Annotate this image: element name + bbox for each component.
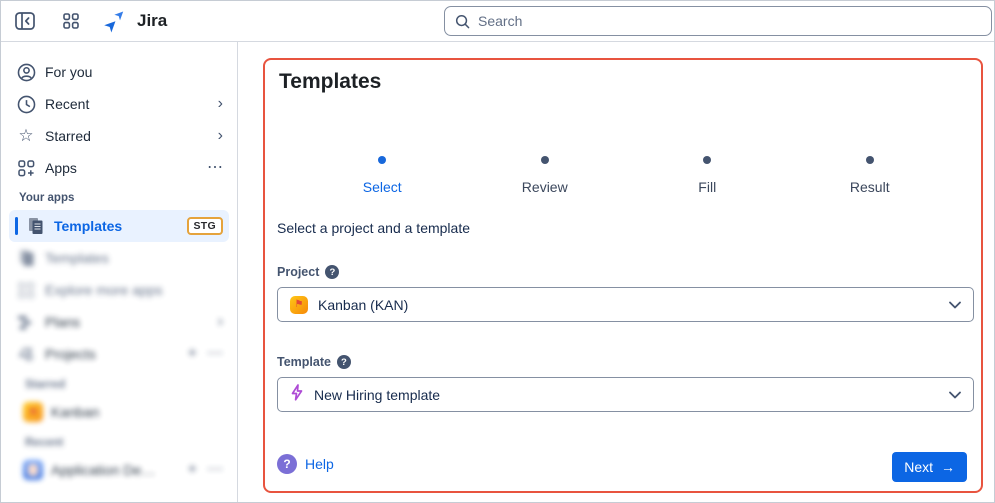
active-indicator-bar xyxy=(15,217,18,235)
flag-glyph: ⚑ xyxy=(28,406,38,419)
app-name: Jira xyxy=(137,11,168,30)
step-review[interactable]: Review xyxy=(464,156,627,195)
project-select-value: Kanban (KAN) xyxy=(318,296,409,313)
more-icon[interactable]: ⋯ xyxy=(207,345,223,362)
step-dot xyxy=(703,156,712,164)
sidebar: For you Recent › ☆ Starred › Apps ⋯ Your… xyxy=(1,42,238,502)
chevron-down-icon xyxy=(949,391,961,399)
project-help-icon[interactable]: ? xyxy=(325,265,340,279)
step-label: Review xyxy=(521,179,568,195)
person-icon xyxy=(15,63,37,82)
step-result[interactable]: Result xyxy=(789,156,952,195)
kanban-project-icon: ⚑ xyxy=(23,402,43,422)
sidebar-item-label: Application De… xyxy=(51,462,156,478)
recent-section-label: Recent xyxy=(25,437,64,449)
chevron-right-icon[interactable]: › xyxy=(217,95,223,112)
top-bar: ➤ ➤ Jira xyxy=(1,1,994,42)
sidebar-item-projects[interactable]: Projects + ⋯ xyxy=(9,338,229,370)
page-title: Templates xyxy=(279,70,382,93)
plus-icon[interactable]: + xyxy=(187,461,197,478)
template-field-label: Template ? xyxy=(277,355,351,369)
sidebar-item-kanban[interactable]: ⚑ Kanban xyxy=(9,396,229,428)
panel-subtitle: Select a project and a template xyxy=(277,220,471,236)
search-icon xyxy=(455,14,470,28)
sidebar-item-templates-active[interactable]: Templates STG xyxy=(9,210,229,242)
sidebar-item-label: Kanban xyxy=(51,404,100,420)
step-fill[interactable]: Fill xyxy=(626,156,789,195)
step-select[interactable]: Select xyxy=(301,156,464,195)
jira-logo-icon[interactable]: ➤ ➤ xyxy=(101,8,129,35)
template-help-icon[interactable]: ? xyxy=(336,355,351,369)
more-icon[interactable]: ⋯ xyxy=(207,159,223,176)
chevron-right-icon[interactable]: › xyxy=(217,313,223,330)
step-dot xyxy=(378,156,387,164)
plans-timeline-icon xyxy=(15,313,37,331)
step-dot xyxy=(865,156,874,164)
stepper: Select Review Fill Result xyxy=(301,156,951,195)
clock-icon xyxy=(15,95,37,114)
next-button[interactable]: Next → xyxy=(892,452,967,482)
apps-grid-plus-icon xyxy=(15,159,37,177)
lightning-bolt-icon xyxy=(290,383,304,406)
templates-panel: Templates Select Review Fill Result Sele… xyxy=(263,58,983,493)
kanban-project-icon: ⚑ xyxy=(290,295,308,314)
sidebar-item-application-de[interactable]: Application De… + ⋯ xyxy=(9,454,229,486)
projects-icon xyxy=(15,345,37,363)
templates-stack-icon xyxy=(15,248,37,268)
arrow-right-icon: → xyxy=(941,459,955,475)
collapse-sidebar-icon[interactable] xyxy=(13,9,37,33)
template-label-text: Template xyxy=(277,355,331,369)
search-box[interactable] xyxy=(444,6,992,36)
sidebar-blurred-section: Templates Explore more apps Plans › Proj… xyxy=(1,242,237,486)
sidebar-item-label: For you xyxy=(45,64,93,80)
step-label: Select xyxy=(362,179,402,195)
sidebar-item-starred[interactable]: ☆ Starred › xyxy=(9,120,229,152)
help-link-label: Help xyxy=(305,456,334,472)
plus-icon[interactable]: + xyxy=(187,345,197,362)
your-apps-section-label: Your apps xyxy=(19,192,75,204)
next-button-label: Next xyxy=(904,459,933,475)
sidebar-item-label: Projects xyxy=(45,346,96,362)
sidebar-item-label: Templates xyxy=(54,218,123,234)
sidebar-item-templates-2[interactable]: Templates xyxy=(9,242,229,274)
sidebar-item-label: Explore more apps xyxy=(45,282,163,298)
starred-section-label: Starred xyxy=(25,379,66,391)
sidebar-item-explore-more-apps[interactable]: Explore more apps xyxy=(9,274,229,306)
sidebar-item-for-you[interactable]: For you xyxy=(9,56,229,88)
search-input[interactable] xyxy=(478,13,981,29)
chevron-right-icon[interactable]: › xyxy=(217,127,223,144)
project-label-text: Project xyxy=(277,265,320,279)
step-dot xyxy=(540,156,549,164)
sidebar-item-label: Templates xyxy=(45,250,109,266)
sidebar-item-recent[interactable]: Recent › xyxy=(9,88,229,120)
stg-badge: STG xyxy=(186,217,223,235)
help-link[interactable]: ? Help xyxy=(277,454,334,474)
project-field-label: Project ? xyxy=(277,265,340,279)
template-select-value: New Hiring template xyxy=(314,386,441,403)
sidebar-item-plans[interactable]: Plans › xyxy=(9,306,229,338)
help-question-icon: ? xyxy=(277,454,297,474)
star-icon: ☆ xyxy=(18,126,34,145)
more-icon[interactable]: ⋯ xyxy=(207,461,223,478)
explore-grid-icon xyxy=(15,281,37,299)
application-icon-inner xyxy=(28,464,38,476)
chevron-down-icon xyxy=(949,301,961,309)
sidebar-item-label: Apps xyxy=(45,160,77,176)
application-project-icon xyxy=(23,460,43,480)
step-label: Result xyxy=(849,179,890,195)
project-select[interactable]: ⚑ Kanban (KAN) xyxy=(277,287,974,322)
sidebar-item-label: Recent xyxy=(45,96,90,112)
sidebar-item-label: Starred xyxy=(45,128,91,144)
sidebar-item-label: Plans xyxy=(45,314,81,330)
sidebar-item-apps[interactable]: Apps ⋯ xyxy=(9,152,229,184)
template-select[interactable]: New Hiring template xyxy=(277,377,974,412)
step-label: Fill xyxy=(698,179,717,195)
templates-stack-icon xyxy=(24,216,46,236)
app-switcher-icon[interactable] xyxy=(59,9,83,33)
flag-glyph: ⚑ xyxy=(294,299,304,310)
